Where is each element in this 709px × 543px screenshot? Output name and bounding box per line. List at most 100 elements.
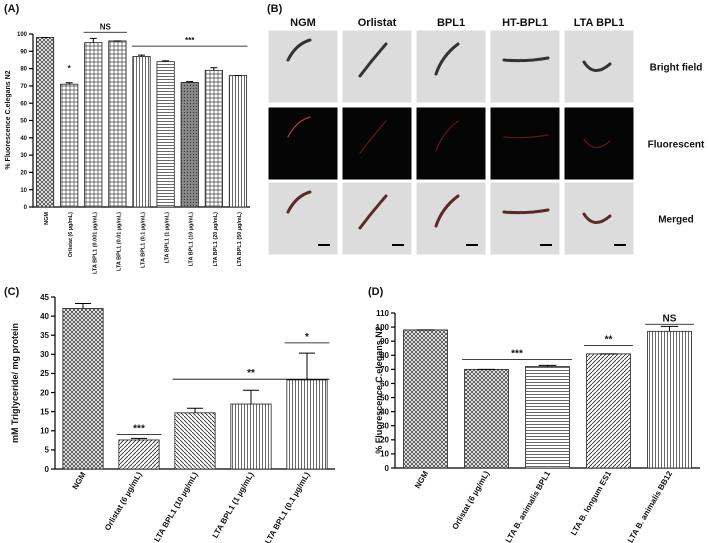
x-tick-label: NGM [413, 469, 430, 490]
bar [286, 379, 328, 470]
y-tick-label: 0 [24, 205, 28, 211]
x-tick-label: Orlistat (6 µg/mL) [68, 212, 74, 258]
x-tick-label: LTA BPL1 (1 µg/mL) [165, 212, 171, 264]
x-tick-label: LTA B. animalis BB12 [626, 469, 675, 543]
micrograph [563, 29, 635, 104]
y-tick-label: 110 [376, 309, 389, 318]
x-tick-label: NGM [71, 470, 88, 491]
row-label: Fluorescent [648, 140, 705, 151]
bar [647, 330, 692, 469]
micrograph [563, 106, 635, 181]
error-bar [138, 54, 145, 57]
micrograph [341, 29, 413, 104]
y-tick-label: 40 [380, 407, 389, 416]
bar [180, 82, 199, 208]
y-tick-label: 30 [40, 350, 49, 359]
micrograph [267, 29, 339, 104]
bar [525, 366, 570, 469]
worm [502, 56, 550, 63]
x-tick-label: LTA B. longum ES1 [569, 469, 613, 537]
worm [582, 212, 612, 224]
y-tick-label: 90 [20, 49, 27, 55]
worm [286, 38, 312, 62]
significance-label: ** [247, 368, 255, 379]
worm [434, 194, 460, 228]
micrograph [489, 29, 561, 104]
row-label: Merged [658, 215, 694, 226]
worm [359, 120, 387, 154]
x-tick-label: LTA BPL1 (0.001 µg/mL) [92, 212, 98, 274]
y-tick-label: 50 [20, 119, 27, 125]
x-tick-label: Orlistat (6 µg/mL) [450, 469, 491, 531]
column-header: Orlistat [358, 17, 397, 29]
y-tick-label: 40 [20, 136, 27, 142]
y-tick-label: 45 [40, 293, 49, 302]
bar [132, 56, 151, 208]
bar [84, 42, 103, 208]
y-axis-label: mM Triglyceride/ mg protein [10, 323, 20, 443]
significance-label: * [68, 64, 72, 73]
bar [464, 368, 509, 469]
micrograph [415, 181, 487, 256]
bar [174, 412, 216, 470]
panel-label: (A) [4, 3, 20, 15]
significance-label: *** [511, 349, 523, 360]
panel-label: (D) [368, 286, 384, 298]
row-label: Bright field [650, 63, 703, 74]
y-axis-label: % Fluorescence C.elegans N2 [374, 326, 384, 454]
error-bar [242, 389, 260, 405]
micrograph [341, 106, 413, 181]
x-tick-label: NGM [44, 212, 50, 225]
micrograph [267, 106, 339, 181]
micrograph [563, 181, 635, 256]
worm [435, 120, 459, 152]
x-tick-label: LTA BPL1 (50 µg/mL) [237, 212, 243, 267]
y-tick-label: 30 [20, 153, 27, 159]
column-header: LTA BPL1 [574, 17, 625, 29]
bar [204, 69, 223, 208]
x-tick-label: LTA BPL1 (0.1 µg/mL) [263, 470, 312, 543]
y-tick-label: 10 [40, 427, 49, 436]
y-tick-label: 5 [45, 446, 50, 455]
bar [35, 37, 55, 208]
y-tick-label: 0 [385, 464, 390, 473]
error-bar [89, 37, 97, 43]
worm [286, 190, 312, 214]
panel-label: (C) [4, 286, 20, 298]
error-bar [130, 437, 148, 440]
bar [230, 403, 272, 470]
error-bar [538, 364, 557, 367]
y-tick-label: 40 [40, 312, 49, 321]
worm [502, 208, 550, 215]
error-bar [298, 352, 316, 380]
bar [108, 40, 127, 208]
significance-label: *** [185, 36, 195, 45]
micrograph [415, 29, 487, 104]
micrograph [415, 106, 487, 181]
worm [287, 116, 311, 138]
bar [118, 439, 160, 470]
y-tick-label: 20 [40, 388, 49, 397]
error-bar [162, 60, 170, 62]
significance-label: * [305, 332, 309, 343]
y-tick-label: 35 [40, 331, 49, 340]
bar [156, 61, 175, 208]
x-tick-label: LTA BPL1 (1 µg/mL) [211, 470, 256, 539]
micrograph [489, 106, 561, 181]
micrograph [341, 181, 413, 256]
x-tick-label: LTA BPL1 (10 µg/mL) [152, 470, 200, 543]
y-tick-label: 100 [17, 32, 28, 38]
x-tick-label: LTA BPL1 (10 µg/mL) [189, 212, 195, 267]
y-tick-label: 80 [380, 351, 389, 360]
bar [586, 353, 631, 469]
bar [62, 308, 104, 470]
error-bar [74, 302, 92, 309]
y-tick-label: 25 [40, 369, 49, 378]
panel-label: (B) [267, 3, 283, 15]
y-tick-label: 30 [380, 422, 389, 431]
significance-label: NS [663, 313, 677, 324]
error-bar [210, 67, 218, 71]
x-tick-label: LTA B. animalis BPL1 [504, 469, 553, 543]
y-tick-label: 70 [380, 365, 389, 374]
worm [434, 42, 460, 76]
